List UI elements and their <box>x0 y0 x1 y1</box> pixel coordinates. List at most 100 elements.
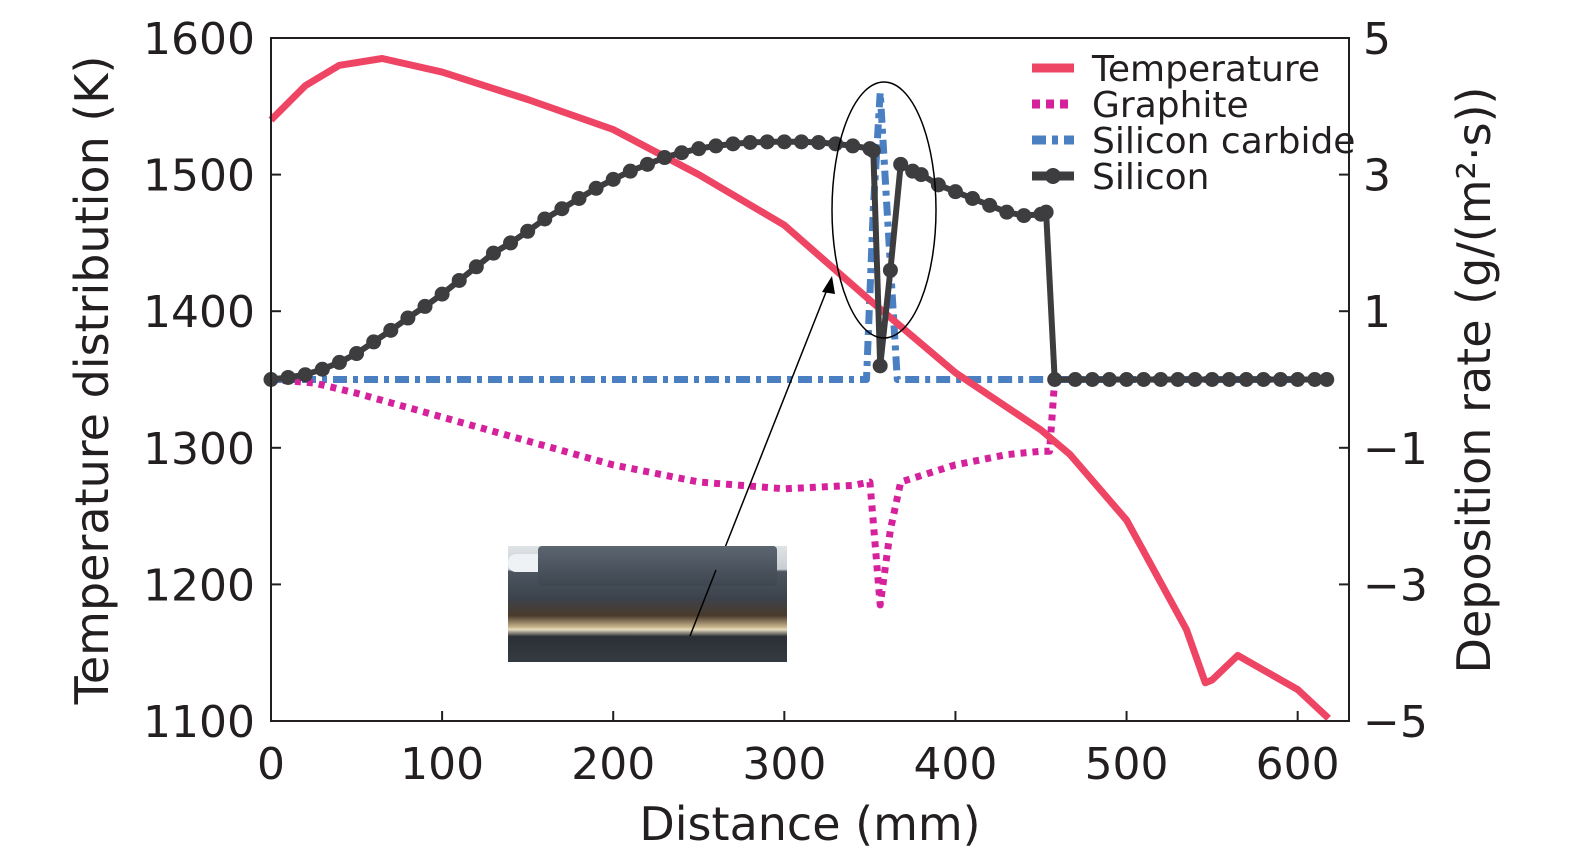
data-point-silicon <box>1067 372 1083 387</box>
data-point-silicon <box>639 156 655 172</box>
data-point-silicon <box>349 346 365 362</box>
data-point-silicon <box>1136 372 1152 387</box>
x-tick-label: 400 <box>913 739 997 790</box>
data-point-silicon <box>913 167 929 183</box>
series-line-graphite <box>270 376 1059 609</box>
data-point-silicon <box>554 201 570 217</box>
y-left-tick-label: 1600 <box>143 14 255 65</box>
data-point-silicon <box>366 334 382 350</box>
data-point-silicon <box>828 136 844 152</box>
data-point-silicon <box>845 138 861 154</box>
series-line-temperature <box>268 55 1331 721</box>
data-point-silicon <box>468 259 484 275</box>
data-point-silicon <box>1319 372 1335 387</box>
data-point-silicon <box>759 134 775 150</box>
legend-label-silicon: Silicon <box>1092 157 1210 198</box>
data-point-silicon <box>742 134 758 150</box>
data-point-silicon <box>793 134 809 150</box>
data-point-silicon <box>708 138 724 154</box>
plot-frame <box>270 37 1350 722</box>
data-point-silicon <box>280 369 296 385</box>
data-point-silicon <box>605 171 621 187</box>
y-axis-label-left: Temperature distribution (K) <box>65 56 119 706</box>
y-left-tick-label: 1400 <box>143 287 255 338</box>
x-tick-label: 500 <box>1085 739 1169 790</box>
data-point-silicon <box>451 272 467 288</box>
data-point-silicon <box>691 141 707 157</box>
y-right-tick-label: −5 <box>1363 697 1428 748</box>
data-point-silicon <box>331 354 347 370</box>
data-point-silicon <box>882 262 898 278</box>
data-point-silicon <box>674 145 690 161</box>
y-left-tick-label: 1300 <box>143 424 255 475</box>
data-point-silicon <box>657 150 673 166</box>
data-point-silicon <box>965 191 981 207</box>
y-right-tick-label: 3 <box>1363 151 1391 202</box>
data-point-silicon <box>725 136 741 152</box>
legend-label-silicon-carbide: Silicon carbide <box>1092 121 1355 162</box>
x-tick-label: 300 <box>742 739 826 790</box>
data-point-silicon <box>1273 372 1289 387</box>
x-tick-label: 0 <box>257 739 285 790</box>
legend-label-temperature: Temperature <box>1091 49 1320 90</box>
annotation-ellipse <box>831 81 937 339</box>
arrow-head <box>822 276 835 294</box>
data-point-silicon <box>588 180 604 196</box>
inset-photo <box>508 546 787 662</box>
data-point-silicon <box>865 143 881 159</box>
data-point-silicon <box>383 322 399 338</box>
data-point-silicon <box>571 191 587 207</box>
x-tick-label: 600 <box>1256 739 1340 790</box>
data-point-silicon <box>1204 372 1220 387</box>
data-point-silicon <box>1170 372 1186 387</box>
y-left-tick-label: 1100 <box>143 697 255 748</box>
data-point-silicon <box>417 298 433 314</box>
data-point-silicon <box>314 361 330 377</box>
data-point-silicon <box>1101 372 1117 387</box>
data-point-silicon <box>537 211 553 227</box>
y-left-tick-label: 1200 <box>143 560 255 611</box>
legend-marker-silicon <box>1045 168 1061 184</box>
data-point-silicon <box>776 134 792 150</box>
data-point-silicon <box>999 204 1015 220</box>
y-right-tick-label: −3 <box>1363 560 1428 611</box>
data-point-silicon <box>400 310 416 326</box>
data-point-silicon <box>1016 208 1032 224</box>
data-point-silicon <box>1153 372 1169 387</box>
data-point-silicon <box>982 197 998 213</box>
data-point-silicon <box>893 156 909 172</box>
data-point-silicon <box>1187 372 1203 387</box>
x-tick-label: 100 <box>400 739 484 790</box>
legend-label-graphite: Graphite <box>1092 85 1249 126</box>
data-point-silicon <box>1307 372 1323 387</box>
data-point-silicon <box>930 177 946 193</box>
data-point-silicon <box>297 367 313 383</box>
data-point-silicon <box>1255 372 1271 387</box>
data-point-silicon <box>1038 204 1054 220</box>
data-point-silicon <box>1119 372 1135 387</box>
y-axis-label-right: Deposition rate (g/(m²·s)) <box>1447 87 1501 674</box>
y-right-tick-label: 5 <box>1363 14 1391 65</box>
data-point-silicon <box>520 223 536 239</box>
x-tick-label: 200 <box>571 739 655 790</box>
data-point-silicon <box>947 184 963 200</box>
ticks: 0 100 200 300 400 500 600 1100 1200 1300 1400 1500 1… <box>143 14 1428 790</box>
data-point-silicon <box>1047 372 1063 387</box>
series-line-silicon-carbide <box>271 89 1327 383</box>
data-point-silicon <box>503 235 519 251</box>
data-point-silicon <box>1084 372 1100 387</box>
y-right-tick-label: 1 <box>1363 287 1391 338</box>
data-point-silicon <box>1238 372 1254 387</box>
y-right-tick-label: −1 <box>1363 424 1428 475</box>
x-axis-label: Distance (mm) <box>639 797 980 851</box>
data-point-silicon <box>811 134 827 150</box>
data-point-silicon <box>1221 372 1237 387</box>
data-point-silicon <box>434 286 450 302</box>
y-left-tick-label: 1500 <box>143 151 255 202</box>
data-point-silicon <box>622 163 638 179</box>
data-point-silicon <box>485 245 501 261</box>
data-point-silicon <box>1290 372 1306 387</box>
series-layer <box>263 55 1335 721</box>
